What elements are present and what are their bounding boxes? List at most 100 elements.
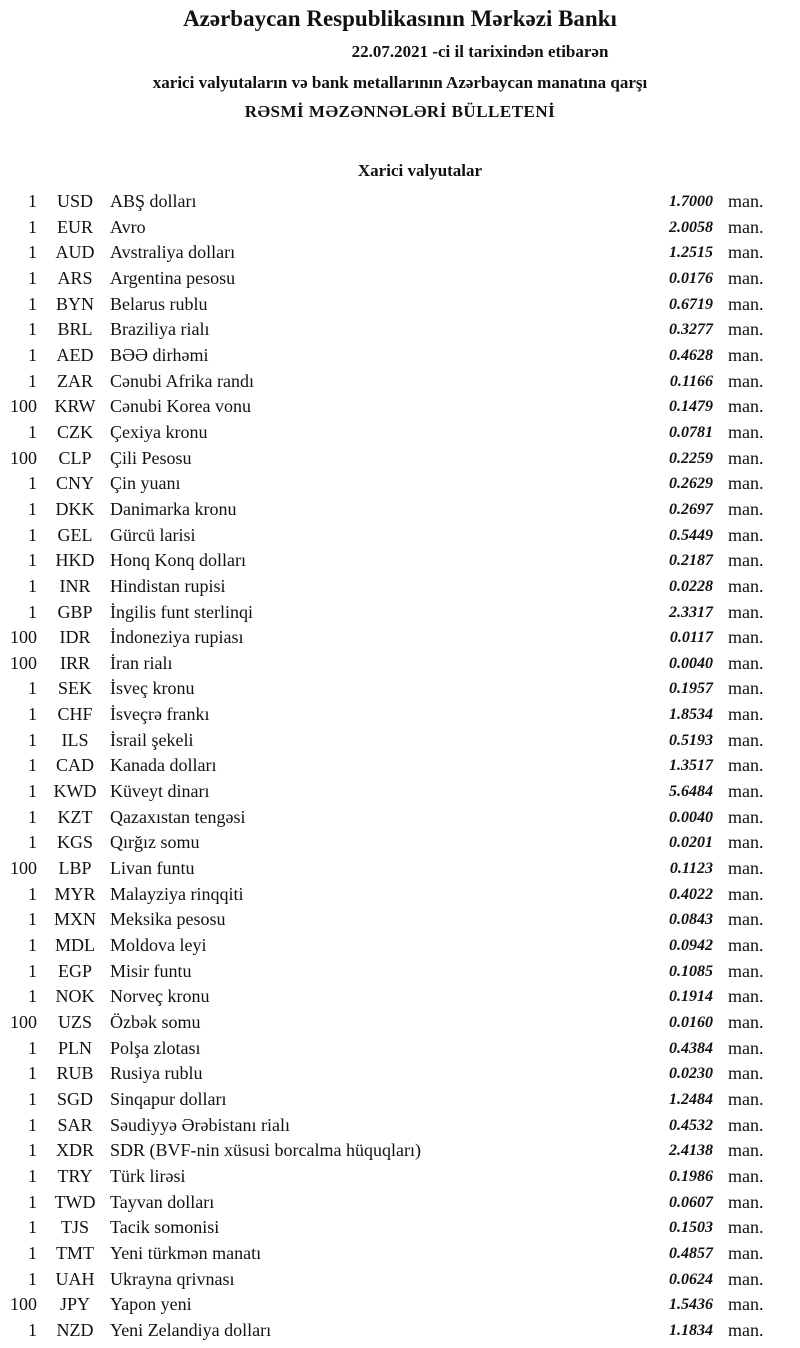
unit-label: man. <box>728 1217 764 1238</box>
rate-row: 1 MXN Meksika pesosu 0.0843 man. <box>0 907 800 933</box>
unit-label: man. <box>728 1088 764 1109</box>
currency-code: AUD <box>55 242 95 263</box>
currency-code: BYN <box>55 293 94 314</box>
rate-value: 2.3317 <box>669 603 713 621</box>
currency-code: KRW <box>54 396 96 417</box>
unit-label: man. <box>728 293 764 314</box>
quantity: 1 <box>28 832 37 853</box>
unit-label: man. <box>728 1140 764 1161</box>
rate-value: 0.6719 <box>669 295 713 313</box>
currency-code: DKK <box>55 498 95 519</box>
unit-label: man. <box>728 1242 764 1263</box>
unit-label: man. <box>728 396 764 417</box>
quantity: 100 <box>10 1294 37 1315</box>
rate-value: 1.8534 <box>669 706 713 724</box>
quantity: 1 <box>28 1242 37 1263</box>
unit-label: man. <box>728 1268 764 1289</box>
rate-row: 1 BYN Belarus rublu 0.6719 man. <box>0 292 800 318</box>
currency-name: Honq Konq dolları <box>110 550 246 571</box>
rate-row: 100 IRR İran rialı 0.0040 man. <box>0 651 800 677</box>
quantity: 100 <box>10 1012 37 1032</box>
rate-value: 0.0843 <box>669 911 713 929</box>
rate-value: 0.0040 <box>669 654 713 672</box>
quantity: 1 <box>28 473 37 494</box>
currency-code: INR <box>59 575 91 596</box>
unit-label: man. <box>728 1191 764 1212</box>
rate-row: 1 DKK Danimarka kronu 0.2697 man. <box>0 497 800 523</box>
rate-row: 100 CLP Çili Pesosu 0.2259 man. <box>0 446 800 472</box>
currency-code: BRL <box>57 319 93 340</box>
currency-code: UZS <box>57 1012 92 1032</box>
rate-value: 0.0040 <box>669 808 713 826</box>
rate-row: 1 ILS İsrail şekeli 0.5193 man. <box>0 728 800 754</box>
currency-code: CLP <box>58 447 92 468</box>
rate-value: 0.2259 <box>669 449 713 467</box>
currency-name: Hindistan rupisi <box>110 575 226 596</box>
currency-code: PLN <box>57 1037 92 1058</box>
rate-value: 0.1166 <box>669 372 713 390</box>
currency-code: SEK <box>57 678 92 699</box>
rate-row: 1 MYR Malayziya rinqqiti 0.4022 man. <box>0 882 800 908</box>
currency-name: Yapon yeni <box>110 1294 192 1315</box>
currency-name: Belarus rublu <box>110 293 208 314</box>
quantity: 1 <box>28 191 37 211</box>
rate-row: 1 SAR Səudiyyə Ərəbistanı rialı 0.4532 man. <box>0 1113 800 1139</box>
quantity: 100 <box>10 858 37 879</box>
currency-code: GEL <box>57 524 93 545</box>
unit-label: man. <box>728 1063 764 1084</box>
currency-name: Livan funtu <box>110 858 195 879</box>
quantity: 1 <box>28 575 37 596</box>
unit-label: man. <box>728 704 764 725</box>
unit-label: man. <box>728 729 764 750</box>
currency-name: Türk lirəsi <box>110 1165 186 1186</box>
unit-label: man. <box>728 1037 764 1058</box>
unit-label: man. <box>728 498 764 519</box>
currency-name: Ukrayna qrivnası <box>110 1268 235 1289</box>
currency-code: CAD <box>55 755 94 776</box>
unit-label: man. <box>728 909 764 930</box>
rate-row: 1 CNY Çin yuanı 0.2629 man. <box>0 471 800 497</box>
rate-row: 1 INR Hindistan rupisi 0.0228 man. <box>0 574 800 600</box>
rate-row: 1 PLN Polşa zlotası 0.4384 man. <box>0 1036 800 1062</box>
quantity: 1 <box>28 293 37 314</box>
rate-value: 0.0624 <box>669 1270 713 1288</box>
quantity: 100 <box>10 627 37 648</box>
rate-row: 1 USD ABŞ dolları 1.7000 man. <box>0 189 800 215</box>
quantity: 1 <box>28 755 37 776</box>
rate-value: 0.0201 <box>669 834 713 852</box>
unit-label: man. <box>728 960 764 981</box>
quantity: 1 <box>28 909 37 930</box>
currency-name: Qazaxıstan tengəsi <box>110 806 246 827</box>
rate-value: 2.4138 <box>669 1142 713 1160</box>
unit-label: man. <box>728 832 764 853</box>
rate-value: 0.1479 <box>669 398 713 416</box>
rate-value: 0.1123 <box>669 860 713 878</box>
quantity: 100 <box>10 652 37 673</box>
rate-row: 1 ZAR Cənubi Afrika randı 0.1166 man. <box>0 369 800 395</box>
currency-code: AED <box>56 344 94 365</box>
unit-label: man. <box>728 216 764 237</box>
currency-name: Rusiya rublu <box>110 1063 203 1084</box>
rate-value: 0.4628 <box>669 346 713 364</box>
currency-code: NOK <box>55 986 95 1007</box>
rate-row: 100 LBP Livan funtu 0.1123 man. <box>0 856 800 882</box>
section-heading: Xarici valyutalar <box>357 161 483 180</box>
currency-code: XDR <box>55 1140 94 1161</box>
rate-value: 0.2629 <box>669 475 713 493</box>
quantity: 1 <box>28 729 37 750</box>
currency-name: Sinqapur dolları <box>110 1088 227 1109</box>
rate-row: 1 MDL Moldova leyi 0.0942 man. <box>0 933 800 959</box>
currency-code: UAH <box>55 1268 95 1289</box>
currency-code: KGS <box>56 832 93 853</box>
rate-row: 1 SEK İsveç kronu 0.1957 man. <box>0 676 800 702</box>
rate-row: 1 CHF İsveçrə frankı 1.8534 man. <box>0 702 800 728</box>
rate-value: 1.2515 <box>669 244 713 262</box>
rate-value: 0.1085 <box>669 962 713 980</box>
quantity: 1 <box>28 524 37 545</box>
currency-name: Qırğız somu <box>110 832 200 853</box>
unit-label: man. <box>728 935 764 956</box>
rate-row: 1 UAH Ukrayna qrivnası 0.0624 man. <box>0 1267 800 1293</box>
quantity: 1 <box>28 1319 37 1340</box>
rate-row: 1 AUD Avstraliya dolları 1.2515 man. <box>0 240 800 266</box>
currency-code: CHF <box>57 704 93 725</box>
